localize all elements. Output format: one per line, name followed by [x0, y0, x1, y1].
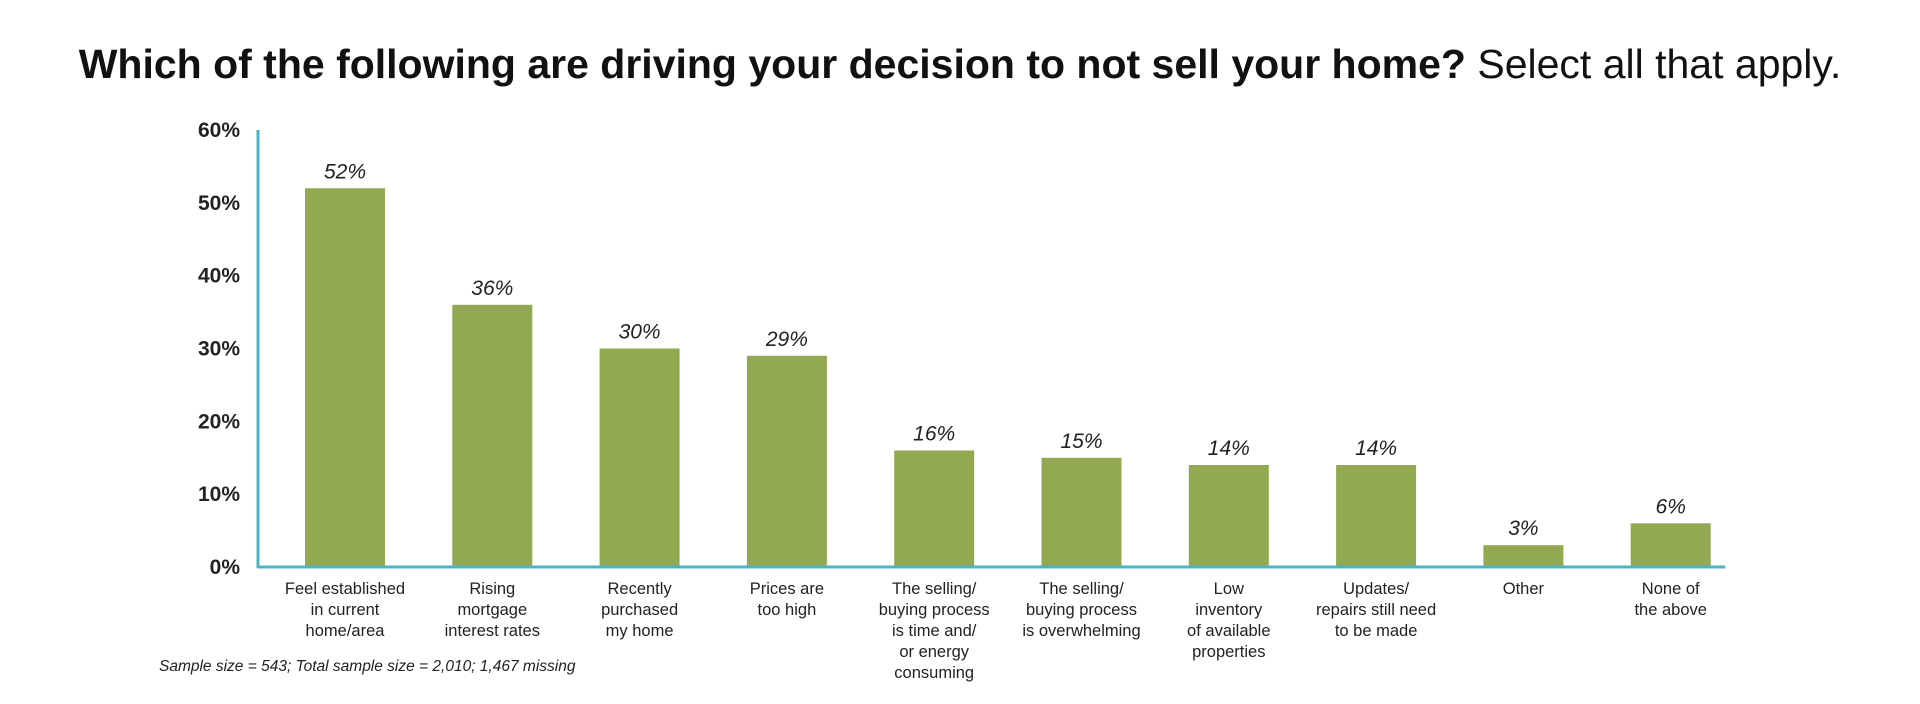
category-label: Recently purchased my home [601, 580, 678, 640]
data-label: 16% [913, 422, 955, 445]
bar [305, 188, 385, 567]
data-label: 36% [471, 277, 513, 300]
bars [305, 188, 1711, 567]
bar [1630, 523, 1711, 567]
data-label: 14% [1355, 437, 1397, 460]
bar [1041, 457, 1122, 567]
bar [452, 304, 533, 567]
category-label: None of the above [1634, 580, 1706, 619]
bar [1188, 465, 1269, 567]
category-label: Rising mortgage interest rates [445, 580, 540, 640]
category-label: Prices are too high [750, 580, 824, 619]
data-label: 52% [324, 160, 366, 183]
data-label: 6% [1656, 495, 1686, 518]
bar [599, 348, 680, 567]
bar [1336, 465, 1417, 567]
category-label: Low inventory of available properties [1187, 580, 1270, 661]
category-label: Updates/repairs still need to be made [1316, 580, 1436, 640]
y-tick-label: 50% [198, 192, 240, 215]
y-axis-ticks: 0% 10% 20% 30% 40% 50% 60% [198, 119, 240, 579]
y-tick-label: 40% [198, 265, 240, 288]
chart-title-instruction: Select all that apply. [1477, 41, 1842, 87]
chart-title-question: Which of the following are driving your … [78, 41, 1466, 87]
category-label: Other [1503, 580, 1545, 598]
category-label: The selling/buying process is overwhelmin… [1022, 580, 1140, 640]
y-tick-label: 30% [198, 338, 240, 361]
bar [746, 355, 827, 567]
data-label: 30% [619, 321, 661, 344]
y-tick-label: 0% [210, 556, 241, 579]
sample-size-note: Sample size = 543; Total sample size = 2… [159, 658, 576, 675]
data-label: 29% [765, 328, 808, 351]
bar [894, 450, 975, 567]
category-labels: Feel established in current home/area Risin… [285, 580, 1707, 682]
category-label: The selling/buying process is time and/or… [879, 580, 990, 682]
data-label: 14% [1208, 437, 1250, 460]
category-label: Feel established in current home/area [285, 580, 405, 640]
y-tick-label: 10% [198, 483, 240, 506]
y-tick-label: 60% [198, 119, 240, 142]
data-label: 15% [1060, 430, 1102, 453]
bar [1483, 545, 1564, 567]
data-labels: 52% 36% 30% 29% 16% 15% 14% 14% 3% 6% [324, 160, 1686, 540]
chart-title: Which of the following are driving your … [0, 38, 1920, 90]
y-tick-label: 20% [198, 410, 240, 433]
data-label: 3% [1508, 517, 1538, 540]
